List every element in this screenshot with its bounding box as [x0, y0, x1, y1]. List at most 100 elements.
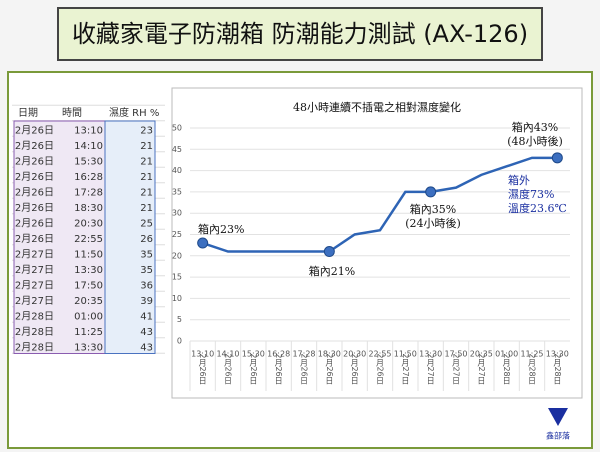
table-cell: 35: [140, 250, 153, 261]
x-date-label: 2月26日: [325, 353, 334, 385]
x-tick-label: 18:30: [318, 350, 341, 359]
x-tick-label: 14:10: [216, 350, 239, 359]
point: [197, 237, 209, 249]
x-date-label: 2月28日: [528, 353, 537, 385]
annotation: 溫度23.6℃: [508, 201, 567, 215]
x-date-label: 2月27日: [426, 353, 435, 385]
table-cell: 35: [140, 265, 153, 276]
x-date-label: 2月26日: [274, 353, 283, 385]
table-cell: 2月28日: [15, 311, 54, 323]
table-cell: 2月26日: [15, 233, 54, 245]
point: [551, 152, 563, 164]
table-cell: 2月28日: [15, 342, 54, 354]
y-tick-label: 35: [172, 187, 182, 196]
table-cell: 21: [140, 141, 153, 152]
table-cell: 20:30: [74, 219, 103, 230]
table-cell: 2月26日: [15, 187, 54, 199]
table-cell: 2月27日: [15, 264, 54, 276]
table-cell: 23: [140, 126, 153, 137]
date-col-fill: [13, 120, 106, 354]
x-date-label: 2月26日: [376, 353, 385, 385]
table-cell: 17:28: [74, 188, 103, 199]
annotation: 濕度73%: [508, 187, 554, 201]
chart-title: 48小時連續不插電之相對濕度變化: [293, 100, 461, 114]
x-date-label: 2月27日: [452, 353, 461, 385]
table-cell: 21: [140, 157, 153, 168]
table-cell: 2月26日: [15, 125, 54, 137]
x-tick-label: 22:55: [368, 350, 391, 359]
x-tick-label: 17:50: [444, 350, 467, 359]
table-cell: 2月26日: [15, 140, 54, 152]
logo: 鑫部落: [546, 431, 570, 441]
column-header: 濕度 RH %: [109, 106, 159, 119]
x-date-label: 2月27日: [477, 353, 486, 385]
table-cell: 20:35: [74, 296, 103, 307]
table-cell: 41: [140, 312, 153, 323]
annotation: 箱外: [508, 173, 530, 187]
y-tick-label: 15: [172, 273, 182, 282]
table-cell: 15:30: [74, 157, 103, 168]
table-cell: 2月26日: [15, 171, 54, 183]
table-cell: 13:10: [74, 126, 103, 137]
table-cell: 14:10: [74, 141, 103, 152]
x-date-label: 2月28日: [502, 353, 511, 385]
table-cell: 21: [140, 172, 153, 183]
table-cell: 36: [140, 281, 153, 292]
table-cell: 2月26日: [15, 202, 54, 214]
title-box: [57, 7, 543, 61]
point: [323, 246, 335, 258]
table-cell: 22:55: [74, 234, 103, 245]
table-cell: 2月28日: [15, 326, 54, 338]
x-tick-label: 20:35: [470, 350, 493, 359]
x-date-label: 2月26日: [300, 353, 309, 385]
y-tick-label: 20: [172, 251, 182, 260]
table-cell: 17:50: [74, 281, 103, 292]
x-date-label: 2月26日: [350, 353, 359, 385]
x-tick-label: 16:28: [267, 350, 290, 359]
y-tick-label: 25: [172, 230, 182, 239]
x-date-label: 2月26日: [224, 353, 233, 385]
table-cell: 2月26日: [15, 156, 54, 168]
y-tick-label: 10: [172, 294, 182, 303]
page-title: 收藏家電子防潮箱 防潮能力測試 (AX-126): [72, 20, 528, 48]
table-cell: 26: [140, 234, 153, 245]
x-date-label: 2月26日: [198, 353, 207, 385]
x-tick-label: 01:00: [495, 350, 518, 359]
table-cell: 21: [140, 203, 153, 214]
y-tick-label: 30: [172, 209, 182, 218]
point: [425, 186, 437, 198]
table-cell: 13:30: [74, 343, 103, 354]
table-cell: 25: [140, 219, 153, 230]
annotation: 箱內35%: [410, 202, 456, 216]
table-cell: 43: [140, 343, 153, 354]
x-tick-label: 17:28: [292, 350, 315, 359]
rh-col-fill: [104, 120, 156, 354]
y-tick-label: 50: [172, 124, 182, 133]
x-tick-label: 11:50: [394, 350, 417, 359]
table-cell: 18:30: [74, 203, 103, 214]
y-tick-label: 40: [172, 166, 182, 175]
table-cell: 21: [140, 188, 153, 199]
x-tick-label: 20:30: [343, 350, 366, 359]
annotation: 箱內43%: [512, 120, 558, 134]
table-cell: 01:00: [74, 312, 103, 323]
table-cell: 2月27日: [15, 249, 54, 261]
column-header: 日期: [18, 107, 38, 119]
annotation: (24小時後): [405, 216, 461, 230]
x-tick-label: 13:10: [191, 350, 214, 359]
y-tick-label: 0: [177, 337, 182, 346]
x-tick-label: 15:30: [242, 350, 265, 359]
logo-icon: [548, 408, 568, 426]
x-tick-label: 11:25: [520, 350, 543, 359]
x-date-label: 2月26日: [249, 353, 258, 385]
annotation: (48小時後): [507, 134, 563, 148]
annotation: 箱內23%: [198, 222, 244, 236]
table-cell: 2月26日: [15, 218, 54, 230]
table-cell: 39: [140, 296, 153, 307]
table-cell: 16:28: [74, 172, 103, 183]
x-date-label: 2月27日: [401, 353, 410, 385]
line: [202, 156, 558, 253]
x-date-label: 2月28日: [553, 353, 562, 385]
table-cell: 43: [140, 327, 153, 338]
